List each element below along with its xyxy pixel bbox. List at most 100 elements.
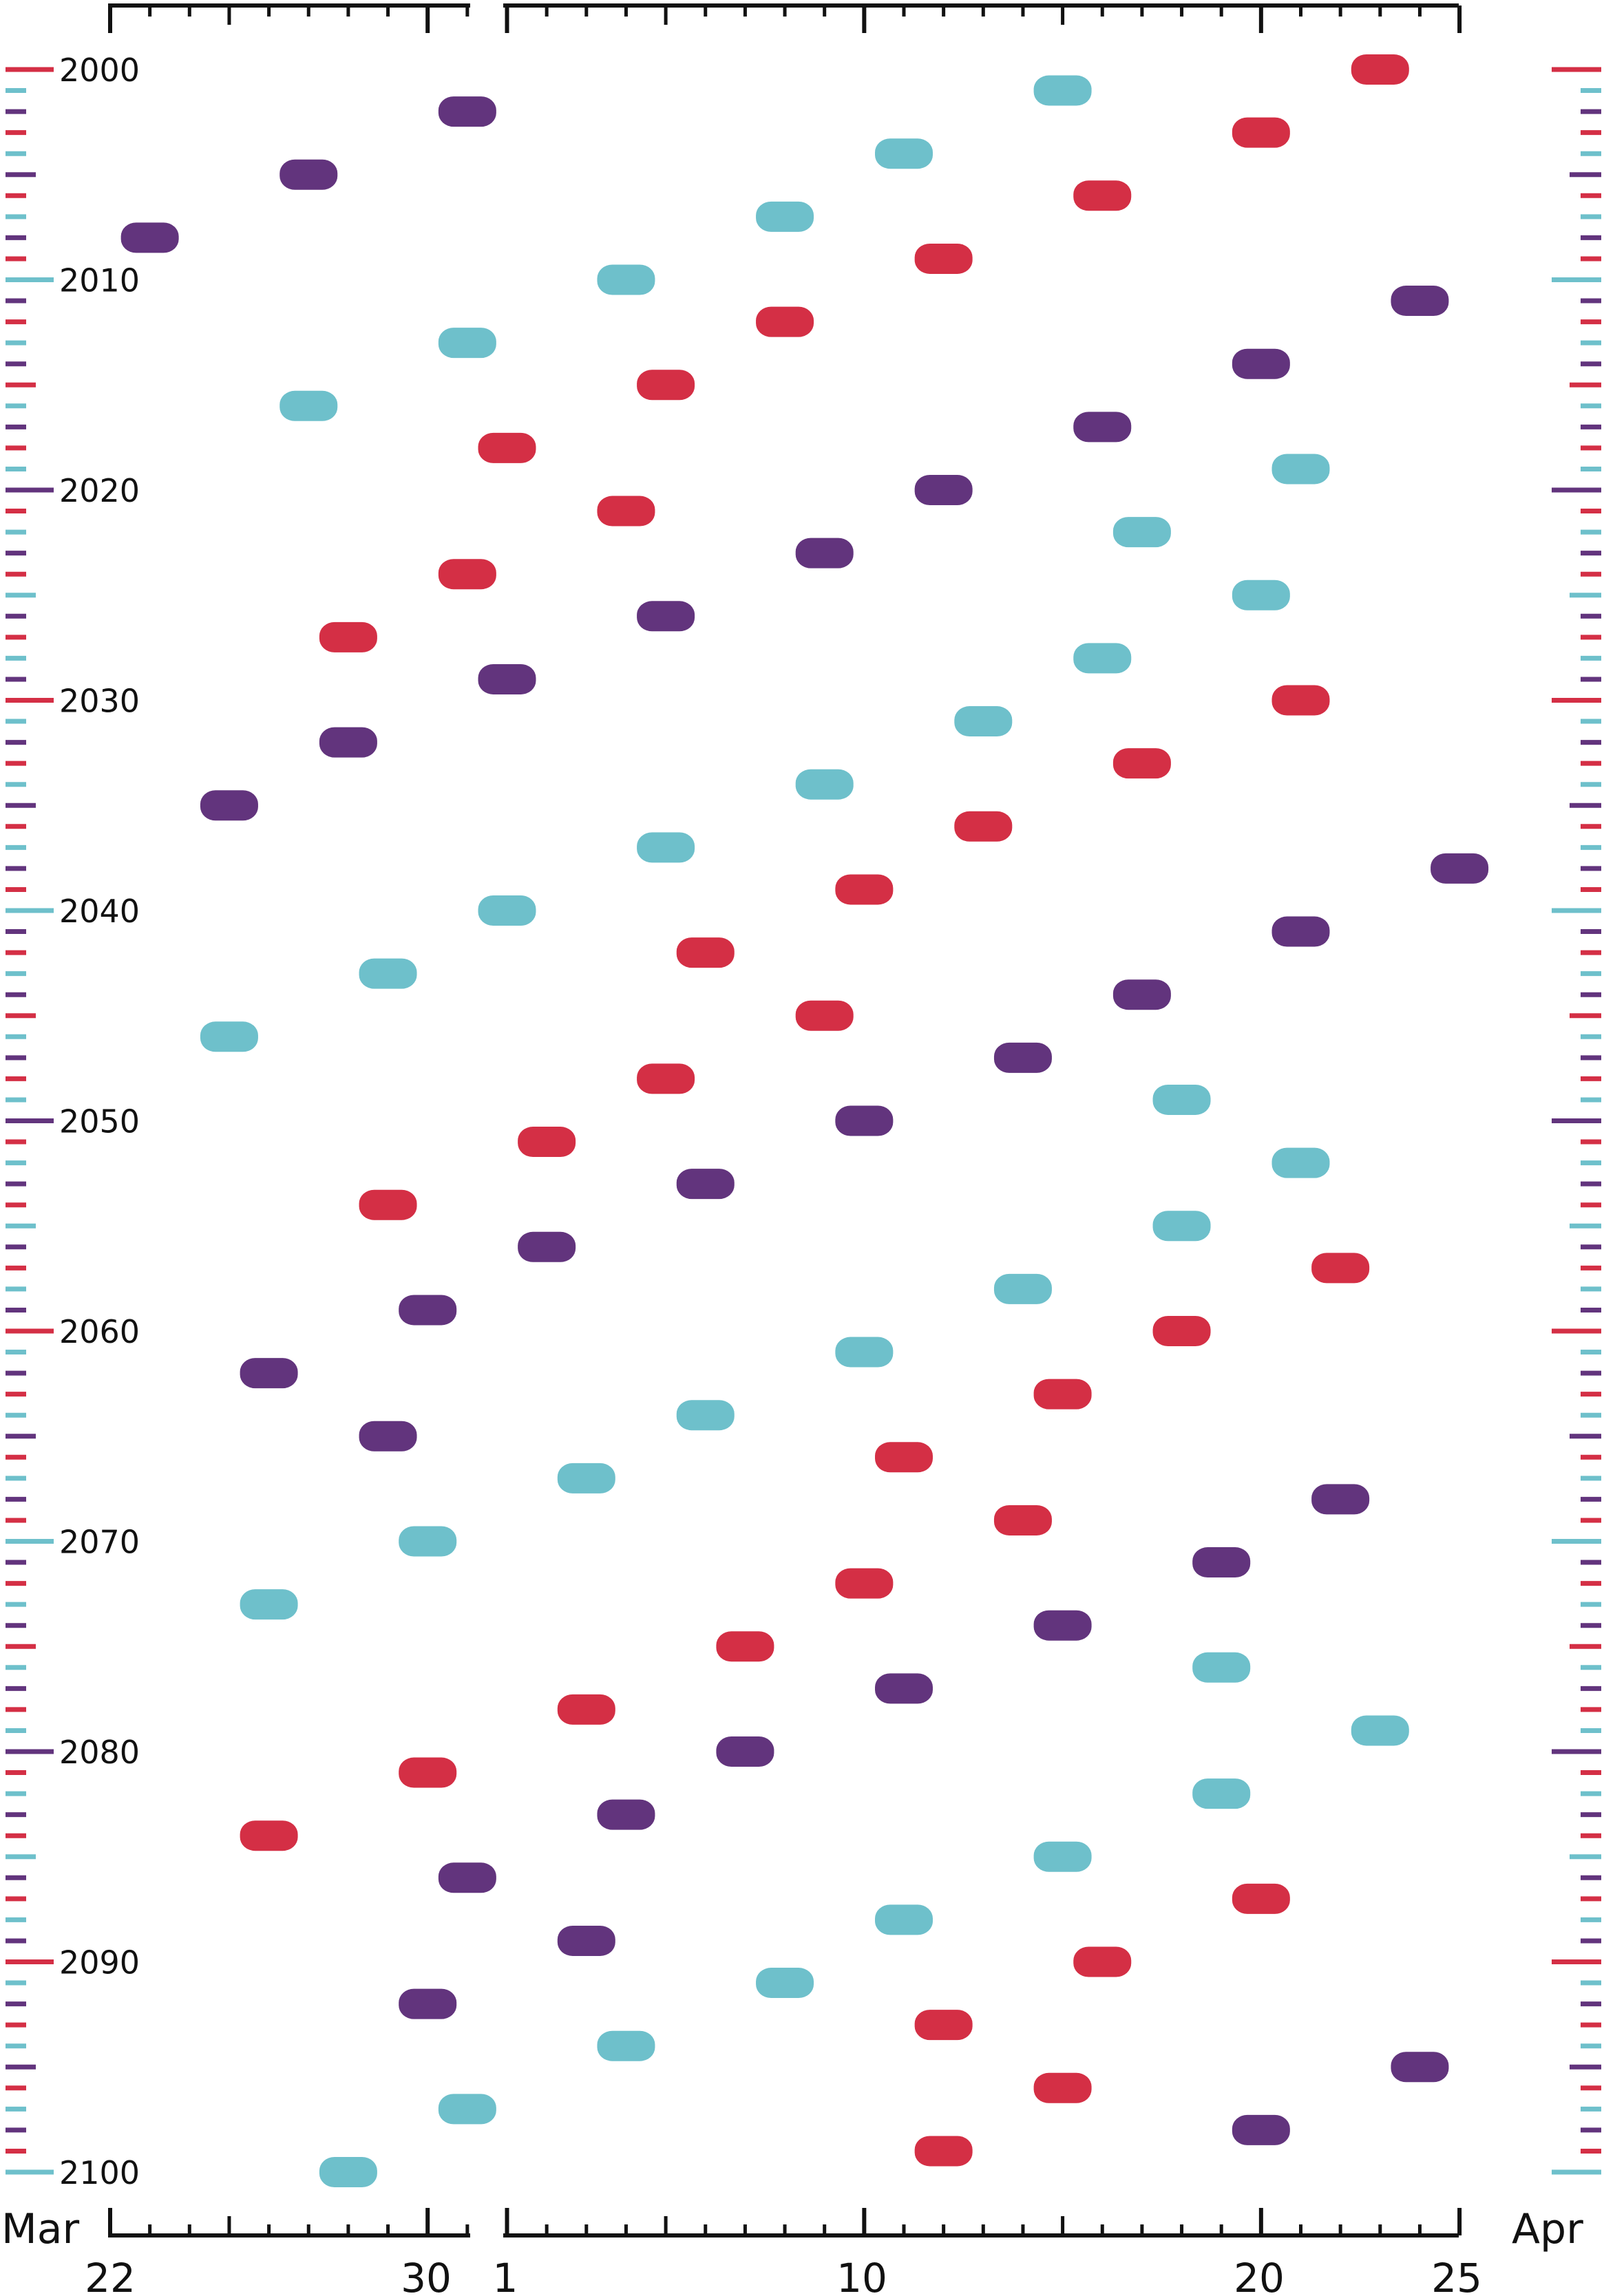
date-mark [835, 1568, 894, 1599]
year-label: 2060 [59, 1313, 140, 1350]
date-mark [478, 663, 536, 694]
date-mark [716, 1631, 774, 1662]
year-label: 2100 [59, 2154, 140, 2191]
date-mark [795, 1000, 854, 1031]
date-mark [319, 727, 377, 758]
top-date-axis [108, 3, 1462, 33]
date-mark [438, 1862, 496, 1893]
date-mark [1232, 117, 1290, 148]
date-mark [993, 1273, 1052, 1304]
date-mark [1192, 1778, 1251, 1809]
date-mark [1192, 1547, 1251, 1578]
date-mark [1112, 979, 1171, 1010]
date-mark [954, 811, 1013, 842]
date-mark [1391, 286, 1449, 317]
date-mark [1232, 1883, 1290, 1914]
date-mark [200, 790, 258, 821]
date-mark [1192, 1652, 1251, 1683]
date-mark [359, 1421, 417, 1452]
date-mark [399, 1526, 457, 1557]
date-mark [1033, 1841, 1092, 1872]
year-label: 2050 [59, 1103, 140, 1140]
year-label: 2010 [59, 262, 140, 299]
date-mark [795, 538, 854, 568]
date-mark [1271, 685, 1330, 716]
year-label: 2040 [59, 893, 140, 930]
date-mark [478, 895, 536, 926]
date-mark [637, 601, 695, 632]
date-mark [1152, 1084, 1211, 1115]
date-mark [399, 1988, 457, 2019]
date-mark [120, 222, 179, 253]
date-mark [1033, 75, 1092, 106]
date-mark [716, 1736, 774, 1767]
date-mark [1232, 348, 1290, 379]
date-mark [676, 937, 735, 968]
date-mark [914, 475, 973, 505]
date-mark [914, 2136, 973, 2167]
date-mark [1152, 1316, 1211, 1346]
date-mark [399, 1295, 457, 1326]
date-mark [1431, 853, 1489, 884]
date-mark [1112, 517, 1171, 548]
date-mark [1073, 643, 1132, 674]
date-mark [835, 1337, 894, 1368]
year-label: 2000 [59, 52, 140, 89]
date-mark [557, 1925, 615, 1956]
date-mark [518, 1127, 576, 1158]
date-mark [676, 1400, 735, 1431]
date-mark [557, 1694, 615, 1725]
date-mark [1311, 1253, 1370, 1284]
date-mark [993, 1042, 1052, 1073]
date-mark [1271, 916, 1330, 947]
date-mark [319, 2157, 377, 2187]
date-mark [835, 1105, 894, 1136]
date-mark [1073, 1946, 1132, 1977]
date-mark [875, 1673, 933, 1704]
date-mark [399, 1757, 457, 1788]
date-mark [637, 370, 695, 401]
date-mark [279, 159, 338, 190]
date-mark [200, 1021, 258, 1052]
date-mark [438, 2094, 496, 2125]
date-mark [1232, 2114, 1290, 2145]
date-mark [954, 706, 1013, 737]
date-mark [993, 1505, 1052, 1535]
date-mark [597, 496, 655, 527]
date-mark [835, 874, 894, 905]
date-mark [359, 958, 417, 989]
date-mark [597, 264, 655, 295]
date-mark [240, 1589, 298, 1620]
date-mark [1311, 1484, 1370, 1515]
date-mark [1351, 54, 1409, 85]
date-mark [1271, 1147, 1330, 1178]
date-mark [875, 138, 933, 169]
month-label-left: Mar [1, 2205, 80, 2253]
date-mark [438, 96, 496, 127]
date-mark [1232, 580, 1290, 610]
x-tick-label: 10 [836, 2255, 887, 2296]
year-label: 2090 [59, 1944, 140, 1981]
axis-labels: Mar Apr 22 30 1 10 20 25 [1, 2205, 1583, 2296]
bottom-date-axis [108, 2208, 1462, 2237]
date-mark [319, 621, 377, 652]
date-marks [120, 54, 1489, 2187]
date-mark [637, 1063, 695, 1094]
date-mark [1351, 1715, 1409, 1746]
date-mark [756, 201, 814, 232]
date-mark [597, 1799, 655, 1830]
date-mark [438, 559, 496, 590]
year-label: 2080 [59, 1734, 140, 1771]
date-mark [637, 832, 695, 863]
date-mark [438, 328, 496, 359]
date-mark [478, 432, 536, 463]
date-mark [240, 1820, 298, 1851]
right-year-axis [1552, 67, 1601, 2175]
date-mark [1073, 180, 1132, 211]
date-mark [875, 1904, 933, 1935]
date-mark [1073, 412, 1132, 443]
date-mark [756, 1968, 814, 1999]
x-tick-label: 30 [401, 2255, 452, 2296]
month-label-right: Apr [1512, 2205, 1583, 2253]
